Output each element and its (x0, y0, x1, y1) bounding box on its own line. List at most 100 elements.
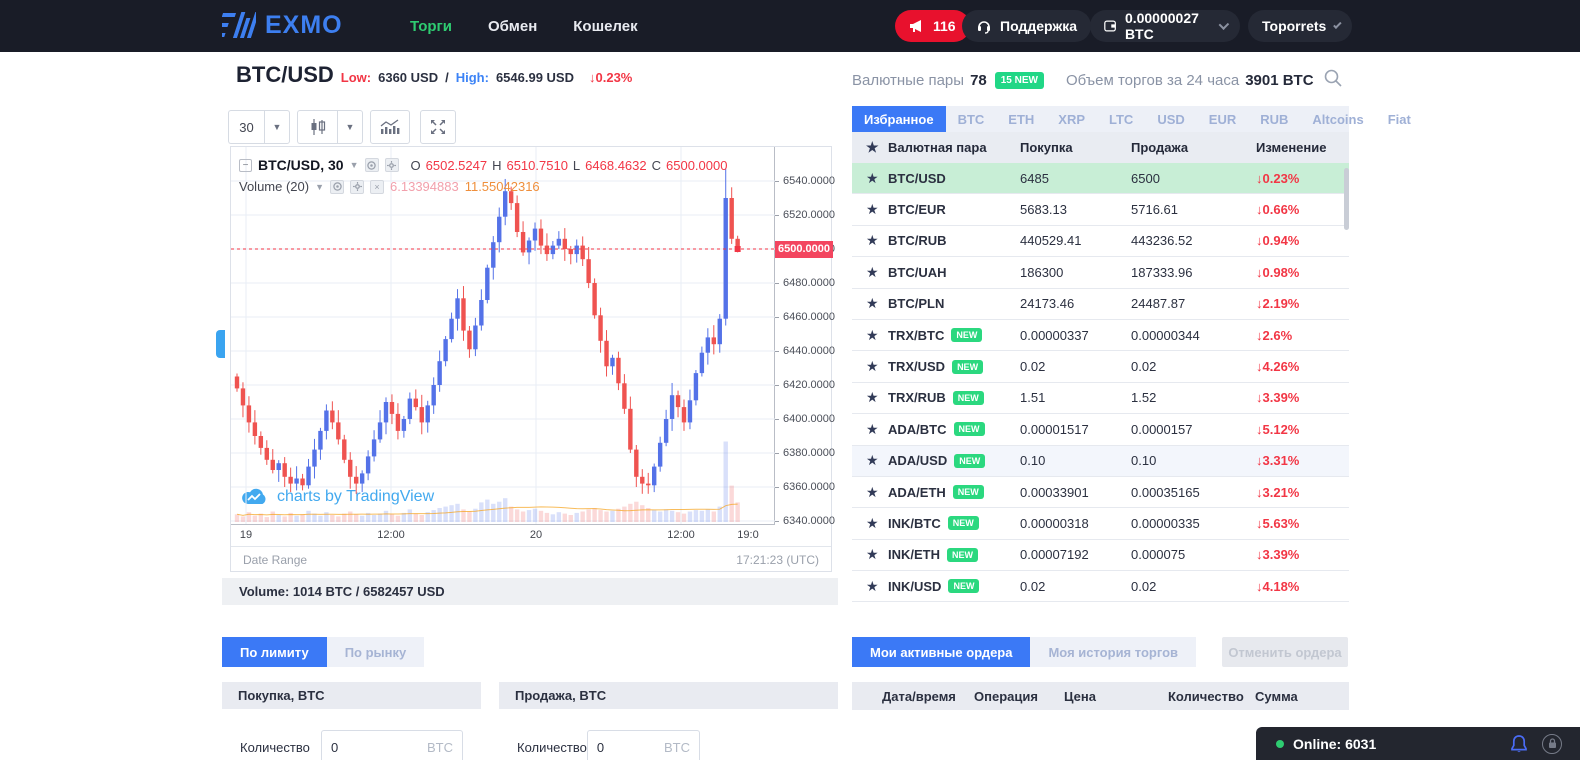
table-row-BTC/RUB[interactable]: ★ BTC/RUB 440529.41 443236.52 ↓0.94% (852, 225, 1349, 258)
pairs-tab-RUB[interactable]: RUB (1260, 111, 1289, 127)
price-axis[interactable]: 6500.0000 6540.00006520.00006500.0000648… (775, 147, 835, 527)
price-tick-6440.0000: 6440.0000 (775, 345, 835, 357)
collapse-icon[interactable]: − (239, 158, 252, 172)
new-badge: NEW (952, 390, 984, 405)
wallet-balance-button[interactable]: 0.00000027 BTC (1090, 10, 1240, 42)
exmo-logo[interactable]: EXMO (222, 10, 343, 40)
user-menu-button[interactable]: Toporrets (1248, 10, 1352, 42)
favorite-star-icon[interactable]: ★ (866, 263, 879, 280)
indicators-button[interactable] (370, 110, 410, 144)
favorite-star-icon[interactable]: ★ (866, 295, 879, 312)
bell-icon[interactable] (1510, 734, 1528, 754)
change-value: ↓4.18% (1256, 578, 1300, 594)
low-label: Low: (340, 70, 372, 85)
table-row-ADA/BTC[interactable]: ★ ADA/BTC NEW 0.00001517 0.0000157 ↓5.12% (852, 414, 1349, 446)
orders-tab-1[interactable]: Моя история торгов (1030, 637, 1197, 667)
table-row-BTC/PLN[interactable]: ★ BTC/PLN 24173.46 24487.87 ↓2.19% (852, 288, 1349, 320)
caret-down-icon[interactable]: ▼ (349, 160, 359, 170)
nav-item-2[interactable]: Кошелек (573, 17, 638, 35)
pairs-tab-Altcoins[interactable]: Altcoins (1312, 111, 1364, 127)
eye-icon[interactable] (364, 158, 379, 172)
sell-quantity-input[interactable]: 0 BTC (586, 730, 700, 760)
table-row-BTC/EUR[interactable]: ★ BTC/EUR 5683.13 5716.61 ↓0.66% (852, 194, 1349, 226)
change-value: ↓5.63% (1256, 515, 1300, 531)
table-row-TRX/BTC[interactable]: ★ TRX/BTC NEW 0.00000337 0.00000344 ↓2.6% (852, 319, 1349, 352)
favorite-star-icon[interactable]: ★ (866, 169, 879, 186)
column-header-1[interactable]: Покупка (1020, 140, 1073, 155)
eye-icon[interactable] (330, 179, 345, 194)
pairs-tab-EUR[interactable]: EUR (1208, 111, 1237, 127)
favorite-star-icon[interactable]: ★ (866, 201, 879, 218)
legend-title[interactable]: BTC/USD, 30 (258, 157, 344, 173)
sell-price: 5716.61 (1131, 202, 1178, 218)
close-icon[interactable]: × (370, 179, 385, 194)
nav-item-1[interactable]: Обмен (488, 17, 538, 35)
price-tick-6420.0000: 6420.0000 (775, 379, 835, 391)
buy-price: 0.02 (1020, 578, 1046, 594)
pairs-tab-BTC[interactable]: BTC (957, 111, 985, 127)
notifications-button[interactable]: 116 (895, 10, 970, 42)
volume-study-label[interactable]: Volume (20) (239, 179, 310, 194)
main-nav: Торги Обмен Кошелек (410, 0, 638, 52)
pairs-tab-ETH[interactable]: ETH (1008, 111, 1035, 127)
table-row-ADA/ETH[interactable]: ★ ADA/ETH NEW 0.00033901 0.00035165 ↓3.21% (852, 476, 1349, 509)
pairs-tab-Fiat[interactable]: Fiat (1387, 111, 1411, 127)
favorite-star-icon[interactable]: ★ (866, 358, 879, 375)
new-badge: NEW (947, 547, 978, 562)
interval-select[interactable]: 30 (228, 110, 264, 144)
pairs-tab-Избранное[interactable]: Избранное (852, 106, 946, 132)
order-type-tab-0[interactable]: По лимиту (222, 637, 327, 667)
order-type-tab-1[interactable]: По рынку (326, 637, 425, 667)
table-row-TRX/USD[interactable]: ★ TRX/USD NEW 0.02 0.02 ↓4.26% (852, 351, 1349, 383)
fullscreen-button[interactable] (420, 110, 456, 144)
favorite-star-icon[interactable]: ★ (866, 452, 879, 469)
pairs-tab-XRP[interactable]: XRP (1058, 111, 1086, 127)
table-row-ADA/USD[interactable]: ★ ADA/USD NEW 0.10 0.10 ↓3.31% (852, 445, 1349, 477)
column-header-0[interactable]: Валютная пара (888, 140, 987, 155)
favorite-star-icon[interactable]: ★ (866, 420, 879, 437)
table-row-INK/BTC[interactable]: ★ INK/BTC NEW 0.00000318 0.00000335 ↓5.63% (852, 508, 1349, 540)
favorite-star-icon[interactable]: ★ (866, 232, 879, 249)
column-header-3[interactable]: Изменение (1256, 140, 1327, 155)
gear-icon[interactable] (350, 179, 365, 194)
chart-style-caret[interactable]: ▼ (337, 110, 363, 144)
time-axis[interactable]: 19 12:00 20 12:00 19:0 (231, 524, 775, 546)
gear-icon[interactable] (384, 158, 399, 172)
volume-value-2: 11.55042316 (464, 179, 540, 194)
price-tick-6340.0000: 6340.0000 (775, 515, 835, 527)
table-row-BTC/UAH[interactable]: ★ BTC/UAH 186300 187333.96 ↓0.98% (852, 257, 1349, 289)
lock-button[interactable] (1542, 733, 1562, 754)
cancel-orders-button[interactable]: Отменить ордера (1222, 637, 1348, 667)
buy-price: 0.00000337 (1020, 327, 1089, 343)
sell-price: 6500 (1131, 170, 1160, 186)
nav-item-0[interactable]: Торги (410, 17, 453, 35)
buy-quantity-input[interactable]: 0 BTC (321, 730, 463, 760)
favorite-star-icon[interactable]: ★ (866, 577, 879, 594)
table-row-BTC/USD[interactable]: ★ BTC/USD 6485 6500 ↓0.23% (852, 163, 1349, 195)
column-header-2[interactable]: Продажа (1131, 140, 1189, 155)
orders-column-1: Операция (974, 688, 1038, 704)
support-button[interactable]: Поддержка (962, 10, 1092, 42)
favorite-star-icon[interactable]: ★ (866, 389, 879, 406)
scrollbar-thumb[interactable] (1344, 168, 1349, 230)
caret-down-icon[interactable]: ▼ (315, 181, 325, 192)
orders-tab-0[interactable]: Мои активные ордера (852, 637, 1031, 667)
favorite-star-icon[interactable]: ★ (866, 514, 879, 531)
table-row-INK/USD[interactable]: ★ INK/USD NEW 0.02 0.02 ↓4.18% (852, 571, 1349, 603)
candlestick-chart[interactable] (231, 147, 775, 524)
table-row-INK/ETH[interactable]: ★ INK/ETH NEW 0.00007192 0.000075 ↓3.39% (852, 539, 1349, 572)
panel-collapse-handle[interactable] (216, 330, 225, 358)
volume-24h-value: 3901 BTC (1245, 71, 1314, 89)
favorite-star-icon[interactable]: ★ (866, 546, 879, 563)
favorite-star-icon[interactable]: ★ (866, 326, 879, 343)
table-row-TRX/RUB[interactable]: ★ TRX/RUB NEW 1.51 1.52 ↓3.39% (852, 382, 1349, 415)
pairs-tab-LTC[interactable]: LTC (1109, 111, 1134, 127)
search-button[interactable] (1323, 68, 1343, 92)
interval-caret[interactable]: ▼ (264, 110, 290, 144)
pairs-tab-USD[interactable]: USD (1157, 111, 1185, 127)
favorite-star-icon[interactable]: ★ (866, 483, 879, 500)
sell-price: 1.52 (1131, 390, 1157, 406)
date-range-label[interactable]: Date Range (243, 552, 308, 567)
chart-style-button[interactable] (297, 110, 337, 144)
